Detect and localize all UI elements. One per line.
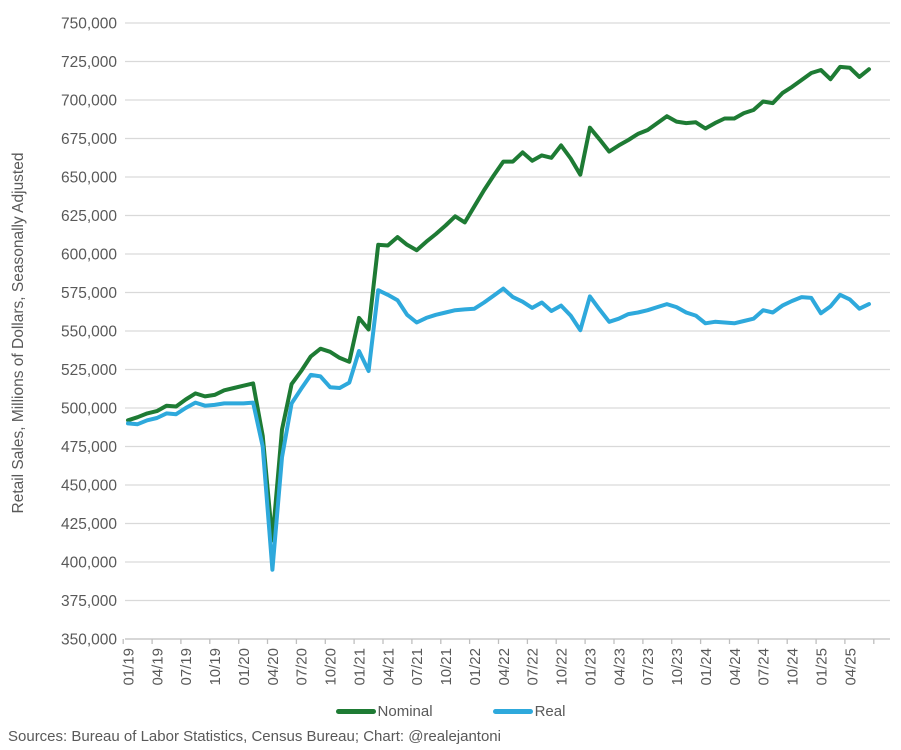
y-tick-label: 575,000 bbox=[61, 285, 117, 302]
y-tick-label: 750,000 bbox=[61, 16, 117, 33]
x-tick-label: 10/24 bbox=[785, 648, 802, 686]
x-tick-label: 07/23 bbox=[640, 648, 657, 686]
y-tick-label: 525,000 bbox=[61, 362, 117, 379]
y-tick-label: 550,000 bbox=[61, 324, 117, 341]
real-line-swatch bbox=[492, 709, 533, 714]
y-tick-label: 700,000 bbox=[61, 93, 117, 110]
x-tick-label: 01/20 bbox=[236, 648, 253, 686]
nominal-line bbox=[126, 64, 871, 543]
x-axis-tick-labels: 01/19 04/19 07/19 10/19 01/20 04/20 07/20 10/20… bbox=[121, 648, 860, 686]
x-tick-label: 07/19 bbox=[178, 648, 195, 686]
x-tick-label: 01/23 bbox=[582, 648, 599, 686]
x-tick-label: 01/24 bbox=[698, 648, 715, 686]
y-tick-label: 675,000 bbox=[61, 131, 117, 148]
real-line bbox=[126, 286, 871, 572]
x-tick-label: 04/25 bbox=[842, 648, 859, 686]
x-tick-label: 10/20 bbox=[323, 648, 340, 686]
x-tick-label: 10/21 bbox=[438, 648, 455, 686]
x-tick-label: 07/24 bbox=[756, 648, 773, 686]
x-tick-label: 07/21 bbox=[409, 648, 426, 686]
source-attribution: Sources: Bureau of Labor Statistics, Cen… bbox=[8, 728, 501, 745]
legend-item-real: Real bbox=[492, 703, 566, 720]
x-tick-label: 04/19 bbox=[149, 648, 166, 686]
y-tick-label: 475,000 bbox=[61, 439, 117, 456]
x-tick-label: 10/22 bbox=[554, 648, 571, 686]
x-axis bbox=[122, 638, 890, 644]
x-tick-label: 04/20 bbox=[265, 648, 282, 686]
legend-label-real: Real bbox=[534, 703, 566, 720]
x-tick-label: 10/19 bbox=[207, 648, 224, 686]
x-tick-label: 04/24 bbox=[727, 648, 744, 686]
x-tick-label: 01/21 bbox=[352, 648, 369, 686]
y-axis-title: Retail Sales, Millions of Dollars, Seaso… bbox=[10, 152, 27, 514]
legend-item-nominal: Nominal bbox=[335, 703, 433, 720]
x-tick-label: 07/20 bbox=[294, 648, 311, 686]
legend-label-nominal: Nominal bbox=[377, 703, 433, 720]
y-tick-label: 500,000 bbox=[61, 401, 117, 418]
y-tick-label: 350,000 bbox=[61, 632, 117, 649]
y-tick-label: 400,000 bbox=[61, 555, 117, 572]
y-tick-label: 425,000 bbox=[61, 516, 117, 533]
y-tick-label: 600,000 bbox=[61, 247, 117, 264]
y-tick-label: 450,000 bbox=[61, 478, 117, 495]
nominal-line-swatch bbox=[335, 709, 376, 714]
x-tick-label: 04/22 bbox=[496, 648, 513, 686]
y-axis-tick-labels: 350,000 375,000 400,000 425,000 450,000 475,0… bbox=[61, 16, 117, 649]
x-tick-label: 01/25 bbox=[813, 648, 830, 686]
legend: Nominal Real bbox=[0, 703, 901, 720]
x-tick-label: 10/23 bbox=[669, 648, 686, 686]
x-tick-label: 01/19 bbox=[121, 648, 138, 686]
x-tick-label: 04/21 bbox=[380, 648, 397, 686]
y-tick-label: 650,000 bbox=[61, 170, 117, 187]
x-tick-label: 01/22 bbox=[467, 648, 484, 686]
x-tick-label: 04/23 bbox=[611, 648, 628, 686]
x-tick-label: 07/22 bbox=[525, 648, 542, 686]
y-tick-label: 625,000 bbox=[61, 208, 117, 225]
y-tick-label: 375,000 bbox=[61, 593, 117, 610]
y-tick-label: 725,000 bbox=[61, 54, 117, 71]
